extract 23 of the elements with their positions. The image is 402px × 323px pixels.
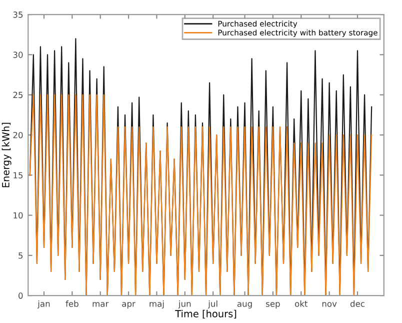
x-tick-label: aug (237, 302, 252, 308)
y-tick-label: 5 (18, 252, 23, 259)
x-tick-label: apr (122, 302, 136, 308)
x-tick-label: jun (178, 300, 191, 308)
y-tick-label: 15 (14, 172, 23, 178)
y-tick-label: 10 (14, 212, 23, 219)
y-tick-label: 30 (13, 52, 23, 58)
x-tick-label: feb (66, 300, 78, 307)
x-tick-label: nov (322, 302, 337, 307)
y-axis-title: Energy [kWh] (2, 122, 12, 188)
y-tick-label: 35 (13, 12, 23, 18)
x-tick-label: jan (37, 300, 50, 308)
x-tick-label: maj (150, 300, 164, 308)
line-series (29, 94, 372, 296)
x-tick-label: dec (350, 300, 364, 307)
x-tick-label: mar (92, 302, 109, 307)
y-tick-label: 20 (13, 132, 23, 138)
y-tick-label: 0 (18, 292, 23, 299)
x-axis-title: Time [hours] (175, 310, 236, 319)
x-tick-label: okt (294, 300, 308, 307)
x-tick-label: sep (266, 302, 280, 308)
x-tick-label: jul (208, 300, 218, 308)
y-tick-label: 25 (13, 92, 23, 98)
